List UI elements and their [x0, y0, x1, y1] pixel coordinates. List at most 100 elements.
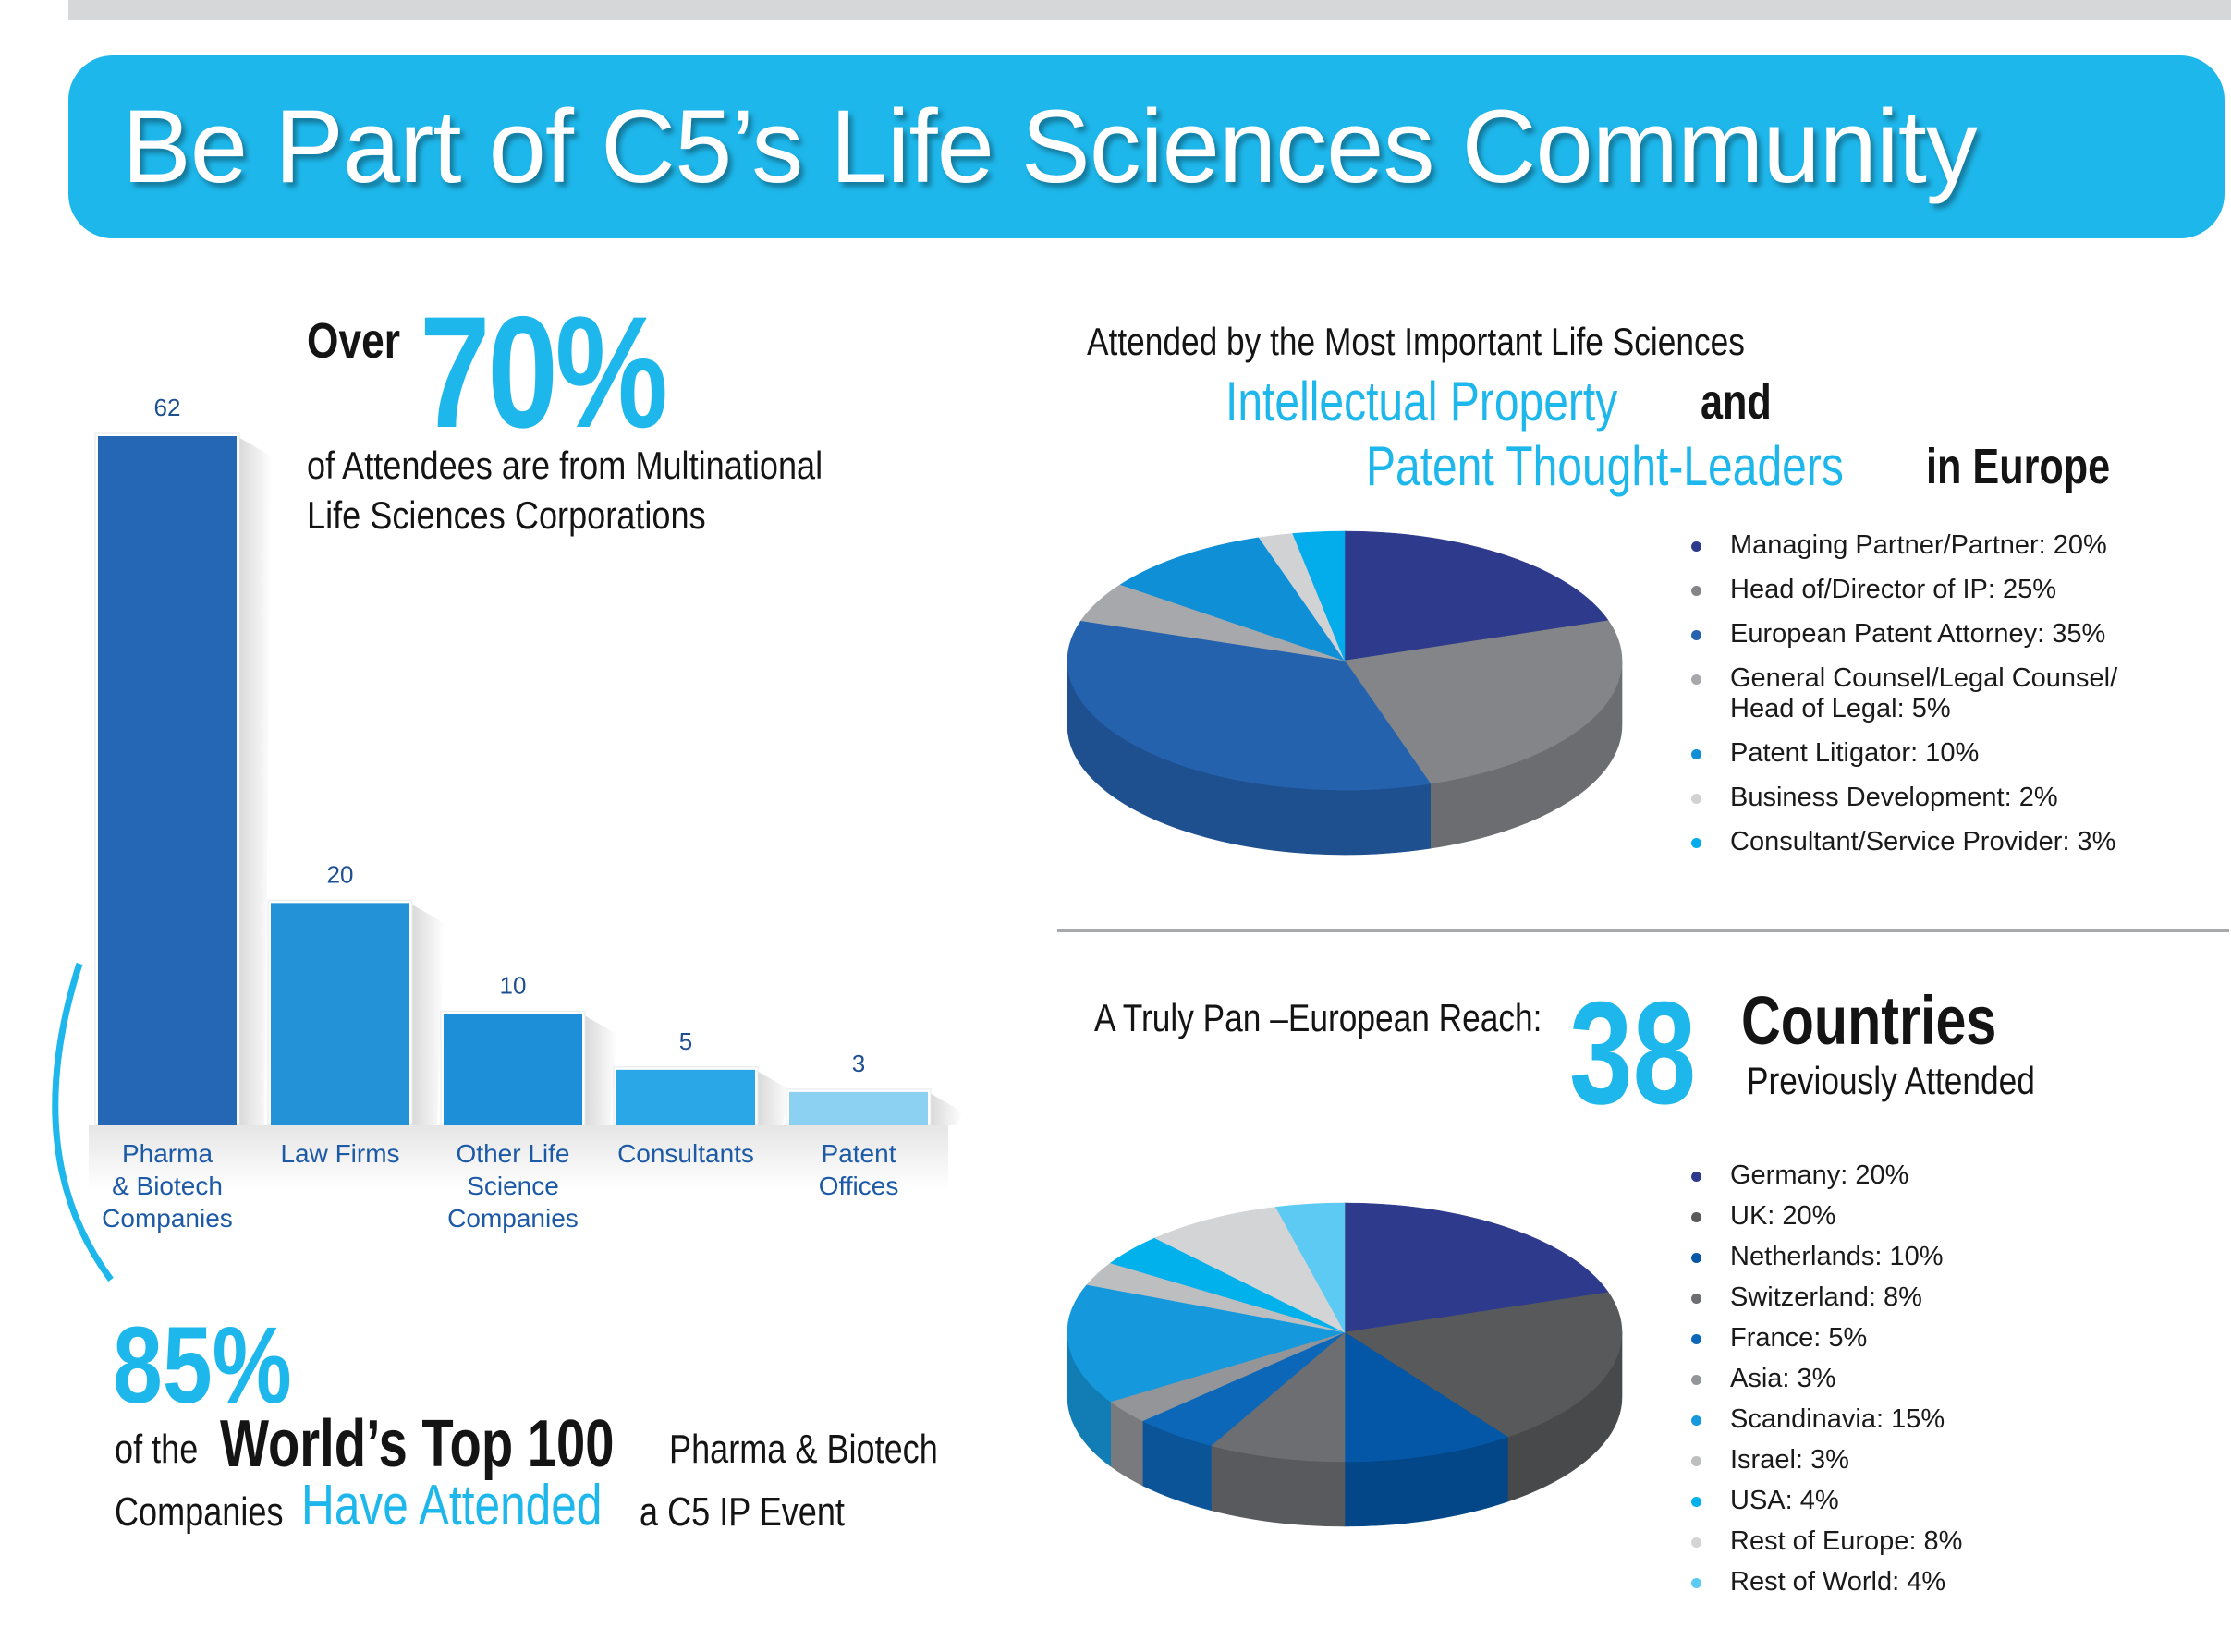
pie1-legend: Managing Partner/Partner: 20% Head of/Dir… — [1688, 530, 2117, 871]
bar-marks — [94, 432, 932, 1126]
bar-category-label: Offices — [819, 1172, 899, 1200]
legend-dot — [1691, 749, 1701, 759]
in-europe-label: in Europe — [1926, 439, 2111, 494]
bar-value-label: 3 — [852, 1050, 865, 1077]
pie-slice — [1344, 1292, 1623, 1438]
legend-item: European Patent Attorney: 35% — [1688, 619, 2117, 650]
legend-dot — [1691, 838, 1701, 848]
legend-item: Managing Partner/Partner: 20% — [1688, 530, 2117, 561]
legend-item: Patent Litigator: 10% — [1688, 738, 2117, 769]
of-the-label: of the — [115, 1427, 199, 1472]
legend-dot — [1691, 1537, 1701, 1548]
legend-label: Rest of Europe: 8% — [1730, 1526, 1963, 1556]
legend-dot — [1691, 1578, 1701, 1588]
legend-dot — [1691, 1212, 1701, 1222]
bar-shadow — [582, 1014, 617, 1125]
big-85-percent: 85% — [113, 1305, 292, 1427]
reach-label: A Truly Pan –European Reach: — [1094, 996, 1542, 1039]
legend-label: European Patent Attorney: 35% — [1730, 619, 2106, 649]
bar-value-label: 20 — [327, 860, 354, 888]
legend-dot — [1691, 586, 1701, 596]
title-banner: Be Part of C5’s Life Sciences Community — [68, 55, 2225, 238]
legend-dot — [1691, 794, 1701, 804]
bar-category-label: Law Firms — [280, 1139, 399, 1168]
legend-item: Consultant/Service Provider: 3% — [1688, 827, 2117, 857]
pie-slice — [1292, 530, 1346, 662]
legend-dot — [1691, 1497, 1701, 1507]
bar-category-label: Pharma — [122, 1139, 213, 1168]
bar-value-label: 10 — [500, 972, 527, 1000]
page-title: Be Part of C5’s Life Sciences Community — [122, 89, 1978, 204]
legend-item: UK: 20% — [1688, 1201, 1962, 1232]
legend-item: Head of/Director of IP: 25% — [1688, 575, 2117, 605]
legend-dot — [1691, 1172, 1701, 1182]
legend-label: Head of Legal: 5% — [1730, 694, 1951, 723]
legend-label: General Counsel/Legal Counsel/ — [1730, 663, 2118, 693]
legend-label: Israel: 3% — [1730, 1445, 1849, 1475]
bar-2 — [444, 1014, 582, 1125]
legend-dot — [1691, 1415, 1701, 1426]
legend-item: Business Development: 2% — [1688, 783, 2117, 813]
bar-3 — [616, 1069, 755, 1125]
legend-label: Managing Partner/Partner: 20% — [1730, 530, 2107, 560]
legend-label: Patent Litigator: 10% — [1730, 738, 1980, 768]
pie-slice — [1344, 530, 1609, 662]
pie-slice — [1344, 620, 1623, 784]
legend-label: Scandinavia: 15% — [1730, 1404, 1945, 1434]
legend-label: Head of/Director of IP: 25% — [1730, 575, 2056, 604]
pie-slice — [1274, 1202, 1346, 1333]
legend-label: Asia: 3% — [1730, 1364, 1836, 1393]
bar-value-label: 5 — [679, 1027, 692, 1055]
pie-chart-roles — [1067, 530, 1623, 856]
pie-slice — [1119, 537, 1346, 662]
pie-slice — [1210, 1331, 1346, 1463]
decorative-arc — [52, 962, 114, 1282]
bar-category-label: Patent — [822, 1139, 896, 1168]
legend-item: France: 5% — [1688, 1323, 1962, 1354]
legend-item: Rest of Europe: 8% — [1688, 1526, 1962, 1557]
countries-label: Countries — [1741, 982, 1997, 1059]
big-70-percent: 70% — [420, 284, 668, 461]
attendees-line1: of Attendees are from Multinational — [307, 443, 823, 487]
ptl-label: Patent Thought-Leaders — [1366, 435, 1844, 497]
pie-slice — [1153, 1207, 1346, 1333]
bar-4 — [789, 1091, 928, 1125]
pharma-biotech-label: Pharma & Biotech — [669, 1427, 938, 1472]
bar-shadow — [409, 903, 445, 1125]
bar-category-label: Companies — [102, 1204, 233, 1233]
legend-label: USA: 4% — [1730, 1486, 1839, 1515]
pie-slice — [1067, 620, 1432, 791]
legend-item: Scandinavia: 15% — [1688, 1404, 1962, 1435]
c5-ip-event-label: a C5 IP Event — [640, 1489, 845, 1535]
bar-shadow — [237, 436, 272, 1125]
pie-slice — [1344, 1331, 1509, 1463]
companies-label: Companies — [115, 1489, 284, 1535]
bar-category-labels: Pharma & Biotech Companies Law Firms Other L… — [102, 1139, 898, 1233]
bar-category-label: Science — [467, 1172, 559, 1200]
legend-dot — [1691, 1375, 1701, 1385]
legend-label: Consultant/Service Provider: 3% — [1730, 827, 2116, 856]
section-divider — [1057, 929, 2229, 932]
legend-label: Germany: 20% — [1730, 1160, 1909, 1190]
legend-item: Switzerland: 8% — [1688, 1282, 1962, 1313]
bar-category-label: Other Life — [457, 1139, 570, 1168]
bar-0 — [98, 436, 237, 1125]
bar-category-label: & Biotech — [112, 1172, 223, 1200]
have-attended-label: Have Attended — [301, 1474, 603, 1537]
countries-count: 38 — [1569, 972, 1697, 1135]
bar-1 — [271, 903, 409, 1125]
legend-dot — [1691, 541, 1701, 552]
legend-label: Switzerland: 8% — [1730, 1282, 1922, 1312]
legend-dot — [1691, 1456, 1701, 1466]
legend-item: Germany: 20% — [1688, 1160, 1962, 1191]
ip-label: Intellectual Property — [1225, 370, 1618, 432]
legend-item: Israel: 3% — [1688, 1445, 1962, 1476]
bar-value-label: 62 — [154, 394, 181, 421]
pie1-heading-line1: Attended by the Most Important Life Scie… — [1087, 320, 1745, 363]
bar-category-label: Consultants — [617, 1139, 754, 1168]
bar-chart: 62 20 10 5 3 Pharma & Biotech Companies Law Fir… — [52, 394, 963, 1282]
legend-dot — [1691, 630, 1701, 640]
legend-dot — [1691, 1334, 1701, 1344]
pie-slice — [1344, 1202, 1609, 1333]
worlds-top-100: World’s Top 100 — [220, 1407, 615, 1481]
